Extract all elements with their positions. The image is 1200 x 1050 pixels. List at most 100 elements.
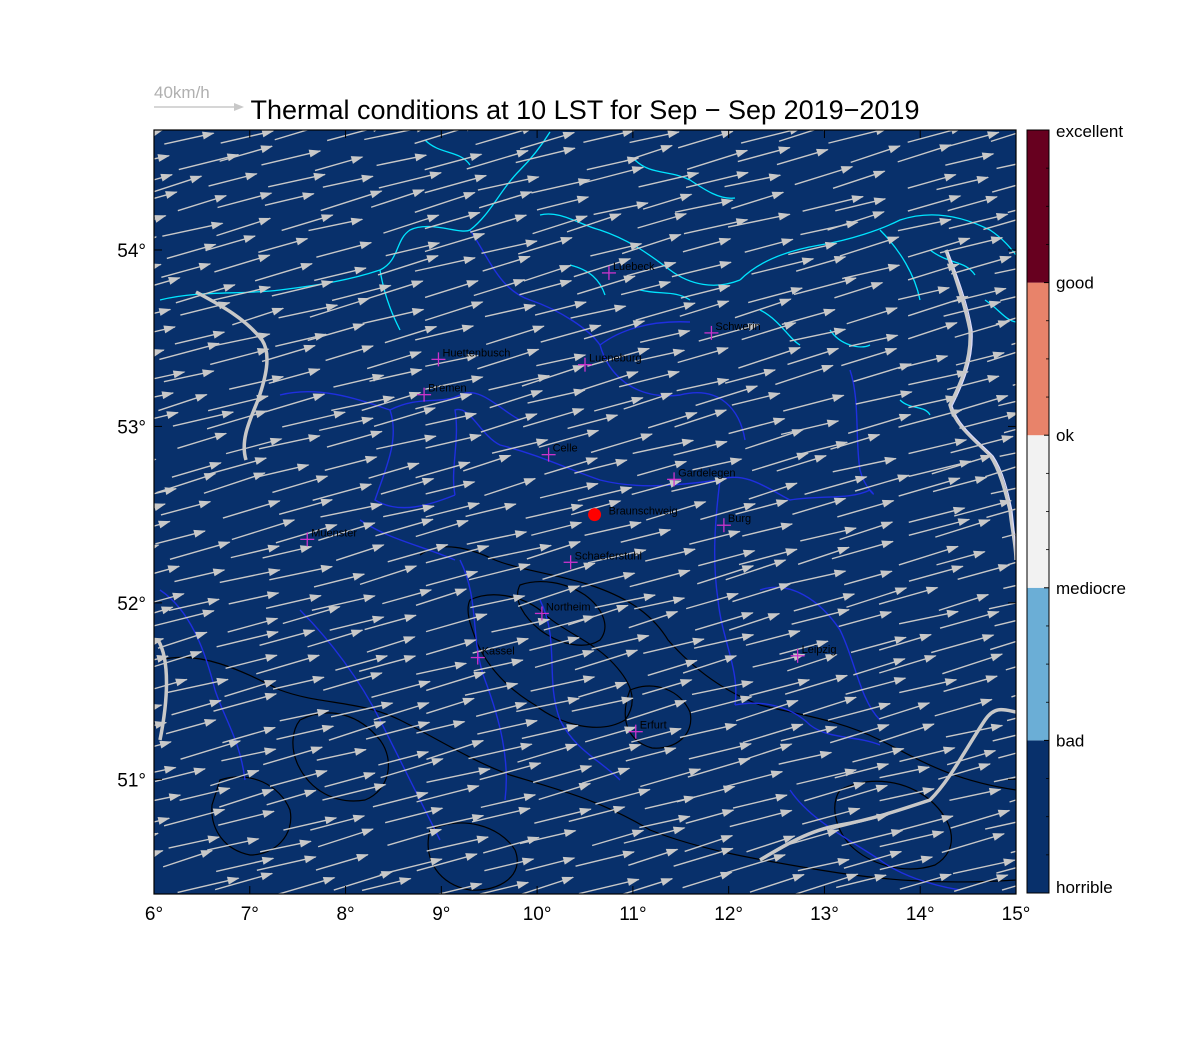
wind-arrow [530,675,596,692]
wind-arrow [795,873,859,894]
wind-arrow [804,475,868,495]
wind-arrow [590,242,643,257]
wind-arrow [794,165,854,186]
wind-arrow [623,144,673,163]
wind-arrow [269,564,334,581]
wind-arrow [168,835,221,849]
wind-arrow [217,192,273,209]
x-tick-label: 6° [145,904,163,925]
wind-arrow [945,152,995,166]
wind-arrow [788,241,838,256]
wind-arrow [161,262,212,278]
stations: Luebeck Schwerin Huettenbusch Lueneburg Brem… [300,261,836,739]
wind-arrow [647,411,698,429]
wind-arrow [484,303,537,318]
wind-arrow [364,130,422,141]
wind-arrow [480,793,537,809]
wind-arrow [996,163,1016,170]
colorbar-band [1027,740,1049,893]
wind-arrow [932,476,988,493]
wind-arrow [361,391,422,412]
wind-arrow [570,304,627,319]
x-tick-label: 7° [241,904,259,925]
wind-arrow [521,724,579,740]
wind-arrow [364,614,417,631]
wind-arrow [522,408,585,428]
wind-arrow [897,286,951,301]
station-label: Burg [728,513,751,525]
wind-arrow [749,678,811,697]
wind-arrow [472,637,530,654]
wind-arrow [584,521,642,537]
wind-arrow [580,371,639,391]
wind-arrow [175,284,236,304]
wind-arrow [998,752,1016,759]
station-label: Luebeck [613,261,655,273]
wind-arrow [482,255,531,272]
wind-arrow [171,462,222,478]
wind-arrow [789,829,840,845]
wind-arrow [735,699,799,722]
wind-arrow [326,430,383,448]
reference-point-marker [588,508,602,522]
wind-arrow [425,433,482,449]
wind-arrow [594,396,644,412]
wind-arrow [258,237,309,253]
wind-arrow [797,857,850,872]
wind-arrow [154,411,179,420]
wind-arrow [989,640,1016,651]
wind-arrow [155,529,206,545]
wind-arrow [424,153,483,171]
wind-arrow [538,782,592,801]
wind-arrow [360,280,424,302]
map-frame [153,129,1017,895]
wind-arrow [879,765,931,779]
wind-arrow [416,784,480,803]
wind-arrow [259,839,312,853]
wind-arrow [424,174,488,194]
wind-arrow [536,353,587,367]
wind-arrow [907,263,960,281]
wind-arrow [574,649,639,671]
x-tick-label: 15° [1002,904,1031,925]
wind-arrow [385,807,444,824]
wind-arrow [154,458,157,461]
wind-arrow [879,830,945,848]
wind-arrow [425,412,478,426]
wind-arrow [366,351,423,370]
wind-arrow [426,835,490,852]
station-label: Schaeferstuhl [575,550,642,562]
wind-arrow [836,873,887,889]
wind-arrow [700,502,757,521]
wind-arrow [620,528,672,543]
wind-arrow [952,858,1016,875]
wind-arrow [214,254,271,273]
wind-arrow [907,173,957,189]
wind-arrow [426,697,475,715]
wind-arrow [383,504,435,518]
y-tick-label: 53° [117,417,146,438]
wind-arrow [154,308,172,316]
wind-arrow [732,793,788,809]
wind-arrow [425,570,479,587]
wind-arrow [784,674,849,695]
wind-arrow [315,853,369,871]
wind-arrow [671,260,732,278]
wind-arrow [311,594,376,611]
wind-arrow [674,409,728,428]
wind-arrow [939,236,1004,254]
wind-arrow [638,171,700,188]
wind-arrow [908,370,969,386]
wind-arrow [154,816,171,825]
wind-arrow [879,655,937,674]
wind-arrow [999,452,1016,458]
wind-arrow [216,630,279,648]
wind-arrow [827,702,892,721]
wind-arrow [220,130,275,144]
reference-point: Braunschweig [588,506,678,522]
wind-arrow [154,236,158,239]
wind-arrow [642,193,693,210]
wind-arrow [899,678,958,694]
wind-arrow [832,456,897,473]
wind-arrow [166,677,229,694]
